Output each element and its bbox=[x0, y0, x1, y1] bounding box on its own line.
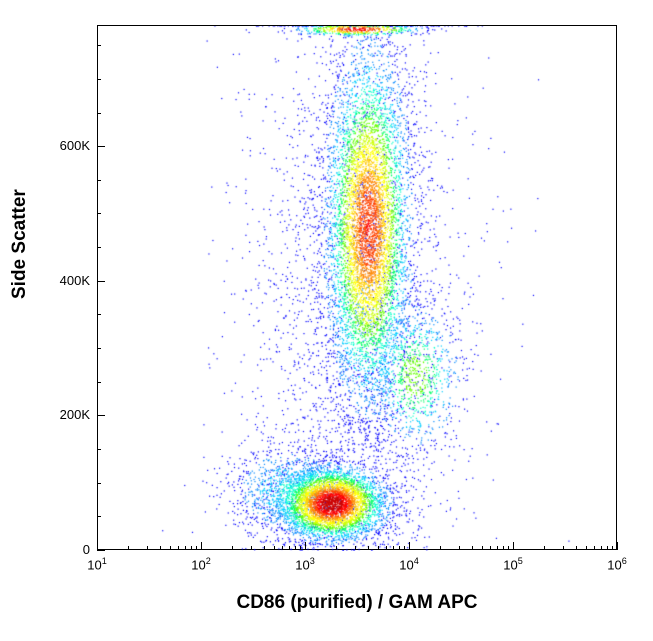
tick-label: 600K bbox=[42, 138, 90, 153]
tick-mark bbox=[409, 542, 410, 550]
tick-mark bbox=[399, 546, 400, 550]
tick-mark bbox=[251, 546, 252, 550]
tick-mark bbox=[97, 516, 101, 517]
tick-label: 400K bbox=[42, 273, 90, 288]
tick-mark bbox=[612, 546, 613, 550]
tick-mark bbox=[97, 146, 105, 147]
tick-mark bbox=[617, 542, 618, 550]
tick-mark bbox=[97, 314, 101, 315]
tick-mark bbox=[97, 247, 101, 248]
tick-label: 106 bbox=[602, 556, 632, 572]
tick-mark bbox=[404, 546, 405, 550]
tick-mark bbox=[300, 546, 301, 550]
tick-mark bbox=[563, 546, 564, 550]
tick-label: 103 bbox=[290, 556, 320, 572]
tick-mark bbox=[160, 546, 161, 550]
tick-mark bbox=[378, 546, 379, 550]
flow-cytometry-chart: Side Scatter CD86 (purified) / GAM APC 0… bbox=[0, 0, 653, 641]
tick-mark bbox=[97, 449, 101, 450]
tick-mark bbox=[544, 546, 545, 550]
tick-mark bbox=[170, 546, 171, 550]
tick-mark bbox=[282, 546, 283, 550]
tick-mark bbox=[368, 546, 369, 550]
tick-mark bbox=[472, 546, 473, 550]
x-axis-label: CD86 (purified) / GAM APC bbox=[97, 592, 617, 614]
tick-mark bbox=[576, 546, 577, 550]
tick-mark bbox=[97, 281, 105, 282]
plot-area bbox=[97, 25, 617, 550]
tick-mark bbox=[393, 546, 394, 550]
tick-mark bbox=[386, 546, 387, 550]
tick-mark bbox=[497, 546, 498, 550]
tick-mark bbox=[97, 542, 98, 550]
tick-mark bbox=[594, 546, 595, 550]
tick-mark bbox=[459, 546, 460, 550]
tick-mark bbox=[295, 546, 296, 550]
tick-mark bbox=[97, 550, 105, 551]
tick-mark bbox=[232, 546, 233, 550]
tick-mark bbox=[191, 546, 192, 550]
tick-mark bbox=[97, 483, 101, 484]
tick-label: 0 bbox=[42, 542, 90, 557]
tick-label: 200K bbox=[42, 407, 90, 422]
tick-mark bbox=[185, 546, 186, 550]
tick-mark bbox=[147, 546, 148, 550]
tick-mark bbox=[97, 79, 101, 80]
tick-mark bbox=[607, 546, 608, 550]
scatter-canvas bbox=[98, 26, 618, 551]
tick-mark bbox=[490, 546, 491, 550]
tick-label: 104 bbox=[394, 556, 424, 572]
tick-mark bbox=[508, 546, 509, 550]
tick-mark bbox=[274, 546, 275, 550]
tick-mark bbox=[196, 546, 197, 550]
tick-mark bbox=[482, 546, 483, 550]
tick-mark bbox=[97, 180, 101, 181]
tick-mark bbox=[97, 415, 105, 416]
tick-mark bbox=[336, 546, 337, 550]
tick-mark bbox=[513, 542, 514, 550]
tick-label: 102 bbox=[186, 556, 216, 572]
tick-mark bbox=[128, 546, 129, 550]
y-axis-label: Side Scatter bbox=[9, 275, 31, 299]
tick-mark bbox=[97, 348, 101, 349]
tick-mark bbox=[201, 542, 202, 550]
tick-mark bbox=[289, 546, 290, 550]
tick-mark bbox=[97, 113, 101, 114]
tick-mark bbox=[440, 546, 441, 550]
tick-label: 105 bbox=[498, 556, 528, 572]
tick-mark bbox=[355, 546, 356, 550]
tick-mark bbox=[305, 542, 306, 550]
tick-mark bbox=[97, 382, 101, 383]
tick-mark bbox=[97, 45, 101, 46]
tick-mark bbox=[503, 546, 504, 550]
tick-mark bbox=[264, 546, 265, 550]
tick-mark bbox=[601, 546, 602, 550]
tick-mark bbox=[97, 213, 101, 214]
tick-mark bbox=[178, 546, 179, 550]
tick-mark bbox=[586, 546, 587, 550]
tick-label: 101 bbox=[82, 556, 112, 572]
